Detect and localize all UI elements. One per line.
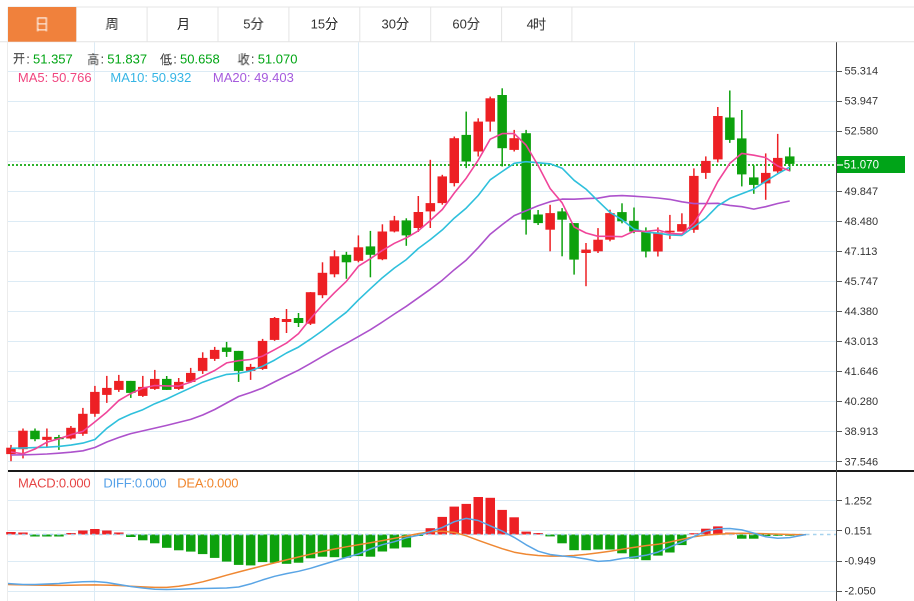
svg-text:38.913: 38.913 bbox=[845, 426, 879, 438]
svg-text:4: 4 bbox=[527, 17, 534, 32]
svg-text:45.747: 45.747 bbox=[845, 276, 879, 288]
svg-text::: : bbox=[26, 52, 30, 67]
svg-text:30: 30 bbox=[382, 17, 396, 32]
svg-text:MACD:0.000: MACD:0.000 bbox=[18, 476, 90, 491]
svg-text:49.847: 49.847 bbox=[845, 186, 879, 198]
svg-text:DEA:0.000: DEA:0.000 bbox=[177, 476, 238, 491]
svg-text:MA5: 50.766: MA5: 50.766 bbox=[18, 70, 92, 85]
svg-text:MA10: 50.932: MA10: 50.932 bbox=[110, 70, 191, 85]
svg-text:53.947: 53.947 bbox=[845, 96, 879, 108]
svg-text:51.837: 51.837 bbox=[107, 52, 147, 67]
svg-text:-0.949: -0.949 bbox=[845, 556, 876, 568]
svg-text:40.280: 40.280 bbox=[845, 396, 879, 408]
svg-text:50.658: 50.658 bbox=[180, 52, 220, 67]
svg-text:43.013: 43.013 bbox=[845, 336, 879, 348]
svg-text:0.151: 0.151 bbox=[845, 525, 873, 537]
svg-text:MA20: 49.403: MA20: 49.403 bbox=[213, 70, 294, 85]
svg-text::: : bbox=[173, 52, 177, 67]
svg-text:15: 15 bbox=[311, 17, 325, 32]
svg-text:60: 60 bbox=[452, 17, 466, 32]
svg-text:48.480: 48.480 bbox=[845, 216, 879, 228]
svg-text:55.314: 55.314 bbox=[845, 66, 879, 78]
svg-text::: : bbox=[101, 52, 105, 67]
svg-text:44.380: 44.380 bbox=[845, 306, 879, 318]
svg-text:5: 5 bbox=[243, 17, 250, 32]
svg-text:1.252: 1.252 bbox=[845, 496, 873, 508]
svg-text:52.580: 52.580 bbox=[845, 126, 879, 138]
svg-text:-2.050: -2.050 bbox=[845, 586, 876, 598]
svg-text:47.113: 47.113 bbox=[845, 246, 878, 258]
svg-text:DIFF:0.000: DIFF:0.000 bbox=[103, 476, 166, 491]
svg-text:51.357: 51.357 bbox=[33, 52, 73, 67]
svg-text::: : bbox=[251, 52, 255, 67]
svg-text:51.070: 51.070 bbox=[844, 160, 879, 172]
svg-text:51.070: 51.070 bbox=[258, 52, 298, 67]
svg-text:41.646: 41.646 bbox=[845, 366, 879, 378]
svg-text:37.546: 37.546 bbox=[845, 456, 879, 468]
